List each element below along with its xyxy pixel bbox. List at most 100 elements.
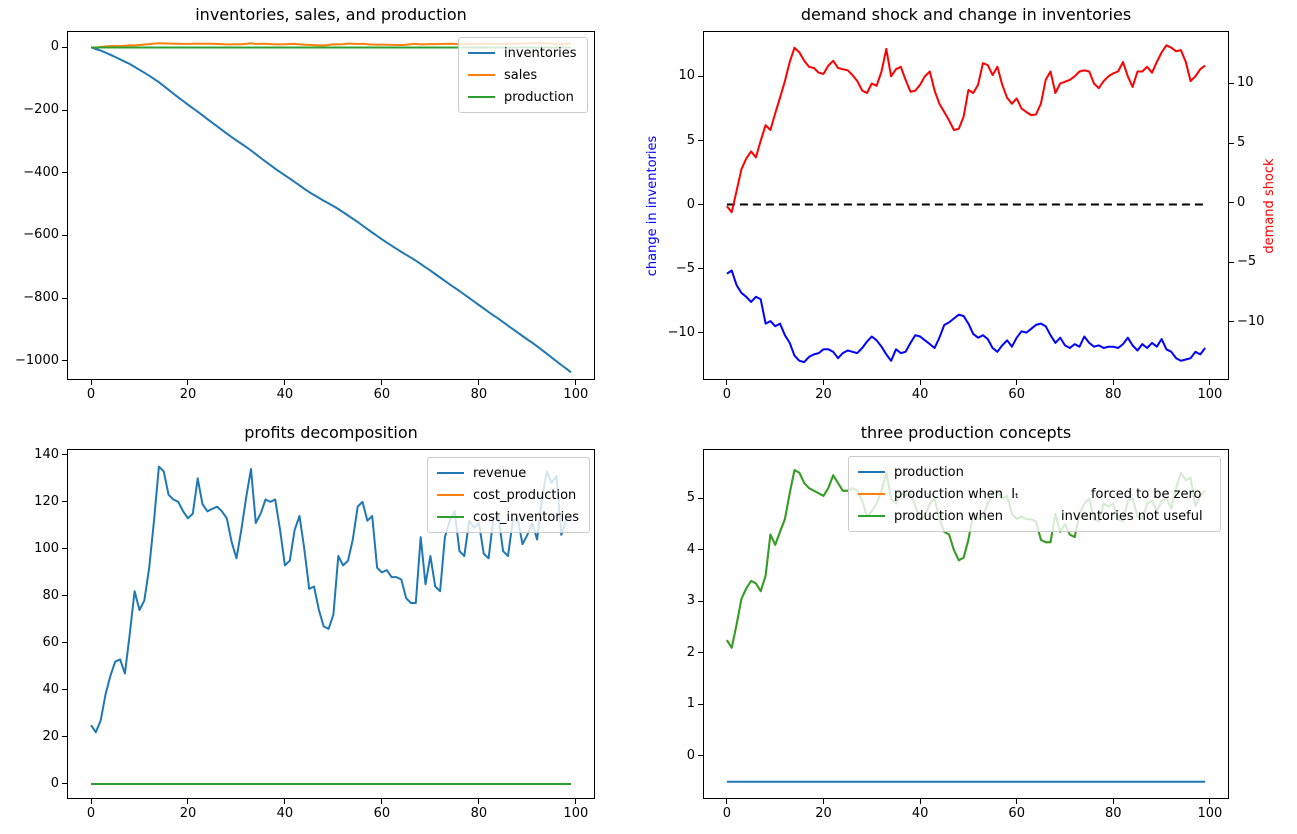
y-tick-label: 60 [42,634,59,650]
x-tick [284,799,286,804]
y-tick-right-label: 5 [1237,135,1246,151]
legend-line-sample [858,493,885,495]
legend-item: inventories [466,42,580,64]
x-tick [1209,380,1211,385]
x-tick [823,380,824,385]
x-tick [1209,799,1211,804]
y-tick [698,600,703,602]
y-tick-label: 0 [686,196,695,212]
y-tick [62,360,67,362]
x-tick [381,799,383,804]
axes-spines [703,449,1229,799]
legend-item-label: production when [894,508,1004,524]
y-tick [62,172,67,174]
axes-spines [67,31,595,380]
y-tick [698,652,703,654]
x-tick-label: 40 [276,387,294,402]
y-tick [698,268,703,270]
x-tick-label: 60 [1008,806,1025,821]
x-tick-label: 0 [86,387,96,402]
legend-item: sales [466,64,580,86]
x-tick-label: 80 [470,806,488,821]
y-tick-label: 100 [34,540,59,556]
y-tick [698,497,703,499]
x-tick [187,799,189,804]
y-tick-label: 3 [686,593,695,609]
x-tick [478,799,480,804]
legend-item-label: production [894,464,964,480]
plot-area-demand-shock-and-change-in-inventories [703,31,1229,380]
y-tick-right-label: −5 [1237,254,1257,270]
y-tick-label: −600 [23,227,59,243]
y-tick [698,204,703,206]
x-tick-label: 40 [911,806,929,821]
x-tick-label: 80 [1105,387,1122,402]
y-tick [62,46,67,48]
legend-item: cost_inventories [435,506,582,528]
x-tick [575,799,577,804]
x-tick [575,380,577,385]
x-tick [1016,380,1018,385]
y-tick-label: −800 [23,290,59,306]
y-tick-label: 0 [686,747,695,763]
y-tick-label: 40 [42,681,59,697]
legend-item: production when Iₜ forced to be zero [856,483,1213,505]
legend-line-sample [437,516,464,518]
y-tick-label: 5 [686,132,695,148]
x-tick-label: 0 [722,387,732,402]
y-tick-right [1229,142,1234,144]
y-tick-label: 80 [42,587,59,603]
x-tick-label: 100 [1197,806,1223,821]
legend-item-label: sales [504,67,538,83]
y-tick-label: 2 [686,644,695,660]
y-tick [62,501,67,503]
legend-label-gap [1019,494,1091,495]
x-tick [726,380,728,385]
y-tick-right-label: −10 [1237,313,1265,329]
y-tick-label: 5 [686,490,695,506]
x-tick-label: 20 [179,806,197,821]
x-tick-label: 100 [563,387,589,402]
y-tick-label: −5 [675,260,695,276]
y-tick-label: −200 [23,102,59,118]
plot-area-profits-decomposition [67,449,595,799]
legend-item-label: cost_inventories [473,509,580,525]
y-tick [698,549,703,551]
legend-item: revenue [435,462,582,484]
x-tick [726,799,728,804]
y-tick [698,332,703,334]
y-tick-right [1229,321,1234,323]
x-tick-label: 100 [563,806,589,821]
y-tick-label: 140 [34,446,59,462]
y-tick-label: −1000 [15,352,59,368]
x-tick [381,380,383,385]
x-tick [90,380,92,385]
x-tick-label: 80 [470,387,488,402]
y-tick-label: 0 [50,39,59,55]
y-tick-label: −10 [667,324,695,340]
legend-line-sample [437,472,464,474]
x-tick-label: 80 [1105,806,1122,821]
x-tick [1112,380,1114,385]
x-tick [823,799,824,804]
x-tick [1112,799,1114,804]
y-tick-right-label: 10 [1237,75,1254,91]
y-tick [62,454,67,456]
legend-item-label: cost_production [473,487,577,503]
legend-item-label: production when Iₜ [894,486,1019,502]
series-change-in-inventories-line [726,269,1206,364]
y-tick [698,703,703,705]
y-tick-right [1229,202,1234,204]
legend-item-label: forced to be zero [1090,486,1202,502]
x-tick-label: 20 [815,806,832,821]
legend-item: production [856,461,1213,483]
x-tick-label: 60 [373,806,391,821]
x-tick-label: 100 [1197,387,1223,402]
y-tick-label: 120 [34,493,59,509]
x-tick-label: 40 [276,806,294,821]
y-tick [62,642,67,644]
y-tick [62,109,67,111]
y-tick-label: 1 [686,696,695,712]
y-tick [698,755,703,757]
